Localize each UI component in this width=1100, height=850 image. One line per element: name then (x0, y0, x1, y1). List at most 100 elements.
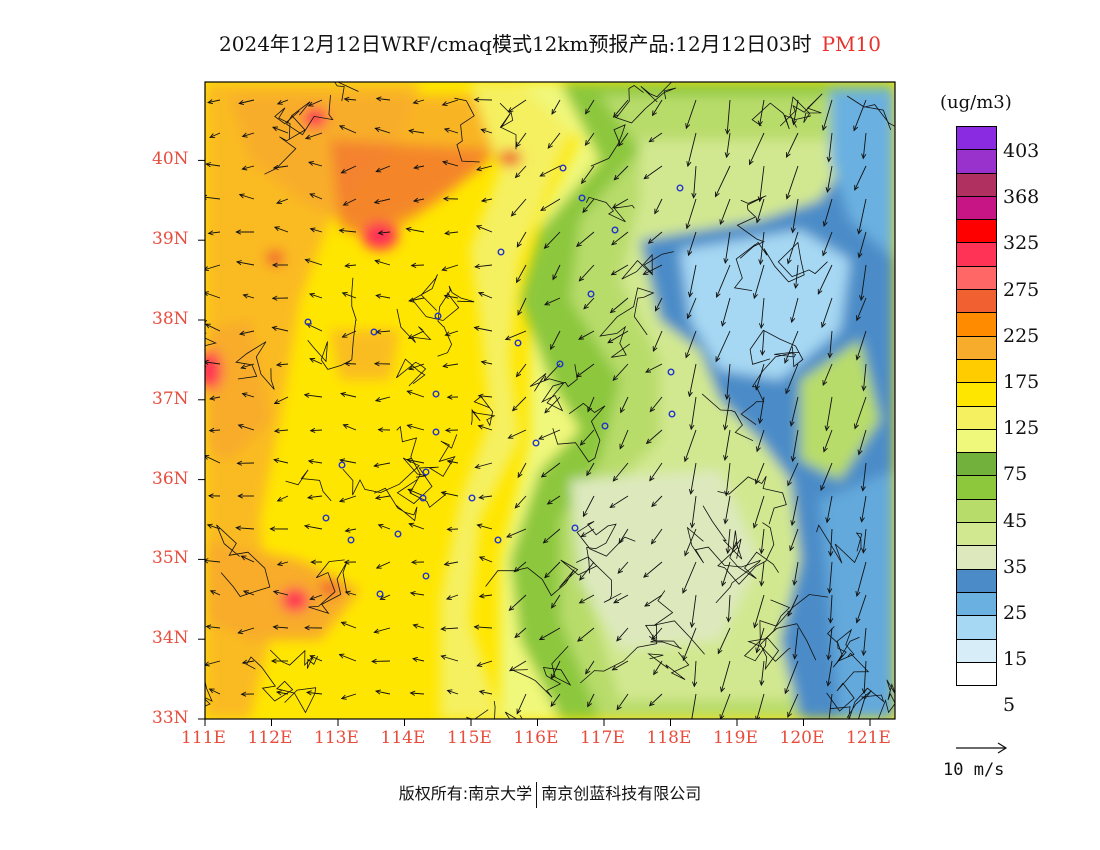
wind-vector (786, 132, 799, 159)
wind-vector (440, 654, 459, 662)
county-boundary (454, 97, 480, 163)
wind-vector (859, 264, 867, 302)
site-marker (571, 524, 579, 532)
county-boundary (235, 341, 275, 390)
wind-vector (649, 396, 663, 413)
wind-vector (308, 160, 323, 167)
map-frame (204, 81, 896, 720)
wind-vector (236, 460, 255, 466)
wind-vector (575, 363, 595, 378)
wind-vector (446, 459, 459, 465)
wind-vector (583, 297, 595, 310)
wind-vector (821, 99, 833, 131)
wind-vector (687, 264, 697, 298)
county-boundary (580, 624, 682, 684)
county-boundary (529, 364, 578, 412)
county-boundary (585, 196, 635, 223)
wind-vector (506, 528, 527, 538)
wind-vector (478, 494, 493, 500)
wind-vector (444, 427, 459, 433)
wind-vector (442, 160, 459, 167)
legend-label: 225 (1003, 324, 1040, 347)
wind-vector (241, 659, 255, 665)
wind-vector (478, 556, 493, 563)
wind-vector (444, 230, 459, 236)
wind-vector (307, 458, 323, 465)
wind-vector (377, 230, 391, 236)
footer-separator (536, 781, 538, 808)
county-boundary (465, 701, 496, 719)
wind-vector (477, 291, 493, 299)
wind-vector (240, 555, 255, 563)
wind-vector (241, 392, 255, 398)
wind-vector (241, 165, 255, 171)
wind-vector (552, 264, 561, 281)
wind-vector (543, 231, 561, 249)
wind-vector (473, 97, 493, 103)
wind-vector (373, 198, 391, 205)
wind-vector (647, 231, 663, 244)
wind-vector (853, 99, 867, 132)
wind-vector (539, 165, 561, 177)
lon-label: 112E (247, 728, 293, 748)
county-boundary (576, 556, 622, 603)
wind-vector (759, 561, 765, 587)
wind-vector (340, 621, 357, 629)
legend-swatch (956, 313, 997, 337)
wind-vector (377, 523, 391, 530)
lon-label: 120E (779, 728, 825, 748)
wind-vector (206, 523, 221, 530)
legend-label: 175 (1003, 371, 1040, 393)
wind-vector (719, 198, 731, 226)
wind-vector (610, 264, 629, 276)
wind-vector (538, 627, 561, 641)
legend-swatch (956, 383, 997, 407)
legend-label: 75 (1003, 463, 1028, 486)
legend-label: 275 (1003, 278, 1040, 301)
legend-swatch (956, 616, 997, 640)
wind-vector (375, 561, 391, 569)
wind-vector (307, 99, 323, 107)
wind-vector (473, 624, 493, 630)
legend-swatch (956, 266, 997, 291)
site-marker (434, 312, 442, 320)
wind-vector (514, 495, 527, 509)
wind-vector (584, 132, 595, 146)
wind-vector (784, 660, 799, 695)
lon-label: 113E (314, 728, 359, 748)
county-boundary (374, 487, 418, 522)
wind-vector (578, 330, 595, 340)
site-marker (419, 494, 427, 502)
wind-vector (344, 590, 357, 596)
color-legend (956, 126, 997, 687)
wind-vector (753, 594, 765, 629)
wind-vector (651, 99, 663, 117)
legend-swatch (956, 546, 997, 570)
legend-swatch (956, 196, 997, 221)
county-boundary (829, 687, 885, 719)
wind-vector (446, 689, 459, 695)
wind-vector (237, 423, 255, 431)
county-boundary (816, 524, 863, 564)
wind-vector (821, 297, 833, 329)
title-text: 2024年12月12日WRF/cmaq模式12km预报产品:12月12日03时 (219, 32, 812, 56)
wind-vector (726, 594, 732, 623)
wind-vector (686, 297, 697, 320)
wind-vector (235, 260, 255, 266)
wind-vector (854, 165, 867, 191)
site-marker (347, 536, 355, 544)
lon-label: 115E (447, 728, 492, 748)
wind-vector (540, 462, 561, 478)
wind-vector (209, 395, 221, 401)
wind-vector (757, 165, 765, 203)
wind-vector (654, 198, 663, 215)
wind-vector (514, 165, 527, 179)
wind-vector (754, 363, 765, 391)
wind-vector (237, 627, 255, 635)
wind-vector (787, 462, 799, 487)
wind-vector (855, 330, 867, 361)
county-boundary (471, 395, 496, 427)
wind-vector (684, 528, 697, 557)
wind-vector (338, 495, 357, 503)
wind-vector (270, 658, 288, 664)
